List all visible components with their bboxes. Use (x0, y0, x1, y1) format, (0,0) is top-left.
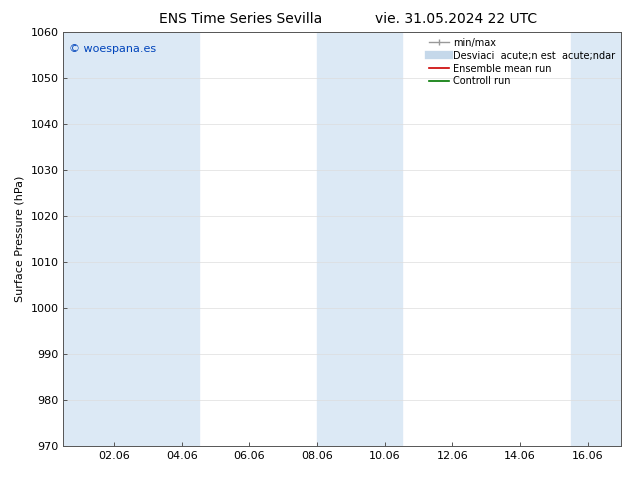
Text: vie. 31.05.2024 22 UTC: vie. 31.05.2024 22 UTC (375, 12, 538, 26)
Y-axis label: Surface Pressure (hPa): Surface Pressure (hPa) (15, 176, 25, 302)
Text: ENS Time Series Sevilla: ENS Time Series Sevilla (159, 12, 323, 26)
Legend: min/max, Desviaci  acute;n est  acute;ndar, Ensemble mean run, Controll run: min/max, Desviaci acute;n est acute;ndar… (425, 34, 619, 90)
Bar (63, 32, 148, 446)
Text: © woespana.es: © woespana.es (69, 44, 156, 54)
Bar (571, 32, 621, 446)
Bar (317, 32, 401, 446)
Bar (148, 32, 198, 446)
